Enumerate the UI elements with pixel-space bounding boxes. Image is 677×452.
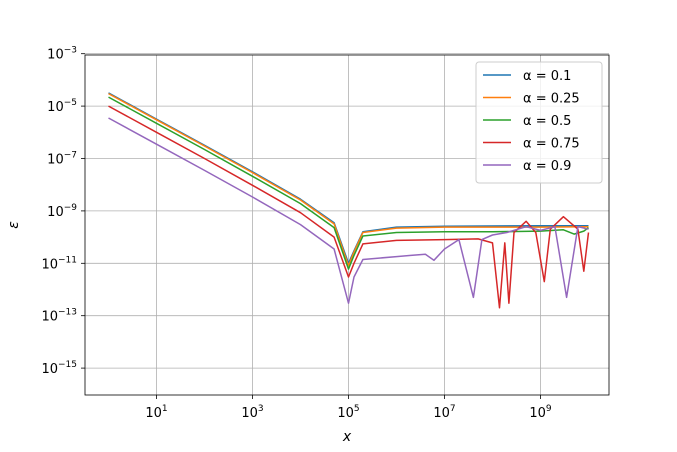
legend-label-2: α = 0.25 bbox=[523, 92, 580, 107]
series-line-3 bbox=[108, 96, 589, 270]
x-tick-label: 103 bbox=[241, 404, 263, 421]
legend-label-5: α = 0.9 bbox=[523, 159, 571, 174]
x-axis-label: x bbox=[342, 429, 352, 445]
y-tick-label: 10−7 bbox=[47, 151, 77, 168]
x-tick-label: 105 bbox=[337, 404, 359, 421]
y-tick-label: 10−3 bbox=[47, 46, 77, 63]
y-tick-label: 10−11 bbox=[41, 255, 77, 272]
plot-frame bbox=[84, 54, 610, 396]
y-axis-label: ε bbox=[6, 221, 22, 229]
grid bbox=[85, 53, 609, 395]
x-tick-label: 107 bbox=[433, 404, 455, 421]
series-lines bbox=[108, 92, 590, 309]
x-tick-label: 101 bbox=[145, 404, 167, 421]
series-line-5 bbox=[108, 117, 589, 304]
series-line-4 bbox=[108, 105, 590, 309]
y-axis: 10−3 10−5 10−7 10−9 10−11 10−13 10−15 bbox=[41, 46, 85, 377]
legend-label-4: α = 0.75 bbox=[523, 137, 580, 152]
legend: α = 0.1 α = 0.25 α = 0.5 α = 0.75 α = 0.9 bbox=[475, 61, 603, 184]
y-tick-label: 10−13 bbox=[41, 308, 77, 325]
y-tick-label: 10−9 bbox=[47, 203, 77, 220]
legend-box bbox=[475, 61, 603, 184]
x-tick-label: 109 bbox=[529, 404, 552, 421]
legend-label-3: α = 0.5 bbox=[523, 114, 571, 129]
series-line-2 bbox=[108, 92, 589, 267]
y-tick-label: 10−15 bbox=[41, 360, 77, 377]
x-axis: 101 103 105 107 109 bbox=[145, 395, 552, 421]
y-tick-label: 10−5 bbox=[47, 98, 77, 115]
legend-label-1: α = 0.1 bbox=[523, 69, 571, 84]
